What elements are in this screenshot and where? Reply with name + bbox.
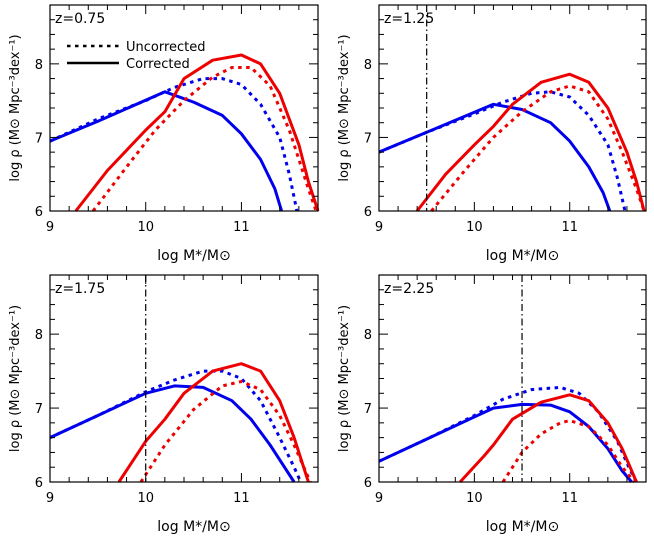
panel-label: z=1.75 — [55, 281, 105, 297]
axis-ticks — [378, 274, 647, 483]
curves — [378, 385, 638, 484]
series-line-4 — [139, 380, 312, 483]
x-axis-label: log M*/M⊙ — [486, 248, 559, 264]
x-axis-label: log M*/M⊙ — [486, 519, 559, 535]
series-line-2 — [49, 369, 303, 483]
x-tick-label: 10 — [466, 220, 483, 235]
axis-ticks — [378, 4, 647, 212]
series-line-2 — [378, 90, 627, 212]
panel-label: z=2.25 — [384, 281, 434, 297]
y-tick-label: 7 — [35, 131, 43, 146]
y-tick-label: 8 — [35, 328, 43, 343]
series-line-1 — [378, 102, 612, 212]
legend-label: Corrected — [126, 57, 190, 72]
x-tick-label: 11 — [561, 491, 578, 506]
x-axis-label: log M*/M⊙ — [157, 519, 230, 535]
y-axis-label: log ρ (M⊙ Mpc⁻³dex⁻¹) — [337, 34, 352, 181]
y-tick-label: 6 — [35, 476, 43, 491]
x-tick-label: 9 — [375, 220, 383, 235]
y-axis-label: log ρ (M⊙ Mpc⁻³dex⁻¹) — [8, 305, 23, 452]
curves — [49, 53, 320, 212]
legend: Uncorrected Corrected — [67, 40, 206, 72]
curves — [49, 362, 312, 483]
x-axis-label: log M*/M⊙ — [157, 248, 230, 264]
axis-ticks — [49, 274, 319, 483]
x-tick-label: 10 — [466, 491, 483, 506]
series-line-3 — [415, 72, 646, 212]
x-tick-label: 10 — [137, 491, 154, 506]
panel-label: z=1.25 — [384, 11, 434, 27]
plot-frame — [49, 4, 319, 212]
y-tick-label: 6 — [35, 205, 43, 220]
panel-2: 9 10 11 6 7 8 log M*/M⊙ log ρ (M⊙ Mpc⁻³dex⁻¹) z=… — [337, 4, 647, 264]
x-tick-label: 11 — [233, 220, 250, 235]
panel-label: z=0.75 — [55, 11, 105, 27]
y-tick-label: 7 — [364, 402, 372, 417]
series-line-1 — [49, 384, 296, 483]
series-line-4 — [501, 419, 636, 483]
x-tick-label: 11 — [233, 491, 250, 506]
y-tick-label: 8 — [364, 58, 372, 73]
series-line-1 — [378, 402, 633, 483]
series-line-3 — [117, 362, 310, 483]
panel-1: 9 10 11 6 7 8 log M*/M⊙ log ρ (M⊙ Mpc⁻³dex⁻¹) z=… — [8, 4, 320, 264]
y-tick-label: 8 — [35, 58, 43, 73]
series-line-2 — [378, 385, 638, 483]
series-line-4 — [91, 66, 318, 212]
series-line-2 — [49, 77, 299, 212]
y-tick-label: 7 — [364, 131, 372, 146]
series-line-3 — [458, 393, 638, 484]
panel-4: 9 10 11 6 7 8 log M*/M⊙ log ρ (M⊙ Mpc⁻³dex⁻¹) z=… — [337, 274, 647, 535]
legend-label: Uncorrected — [126, 40, 206, 55]
y-axis-label: log ρ (M⊙ Mpc⁻³dex⁻¹) — [8, 34, 23, 181]
y-tick-label: 8 — [364, 328, 372, 343]
axis-ticks — [49, 4, 319, 212]
x-tick-label: 9 — [46, 491, 54, 506]
y-axis-label: log ρ (M⊙ Mpc⁻³dex⁻¹) — [337, 305, 352, 452]
x-tick-label: 9 — [375, 491, 383, 506]
series-line-1 — [49, 90, 284, 212]
series-line-3 — [74, 53, 320, 212]
x-tick-label: 9 — [46, 220, 54, 235]
x-tick-label: 10 — [137, 220, 154, 235]
plot-frame — [378, 274, 647, 483]
y-tick-label: 6 — [364, 205, 372, 220]
y-tick-label: 6 — [364, 476, 372, 491]
curves — [378, 72, 646, 212]
series-line-4 — [430, 84, 646, 212]
y-tick-label: 7 — [35, 402, 43, 417]
panel-3: 9 10 11 6 7 8 log M*/M⊙ log ρ (M⊙ Mpc⁻³dex⁻¹) z=… — [8, 274, 319, 535]
x-tick-label: 11 — [561, 220, 578, 235]
